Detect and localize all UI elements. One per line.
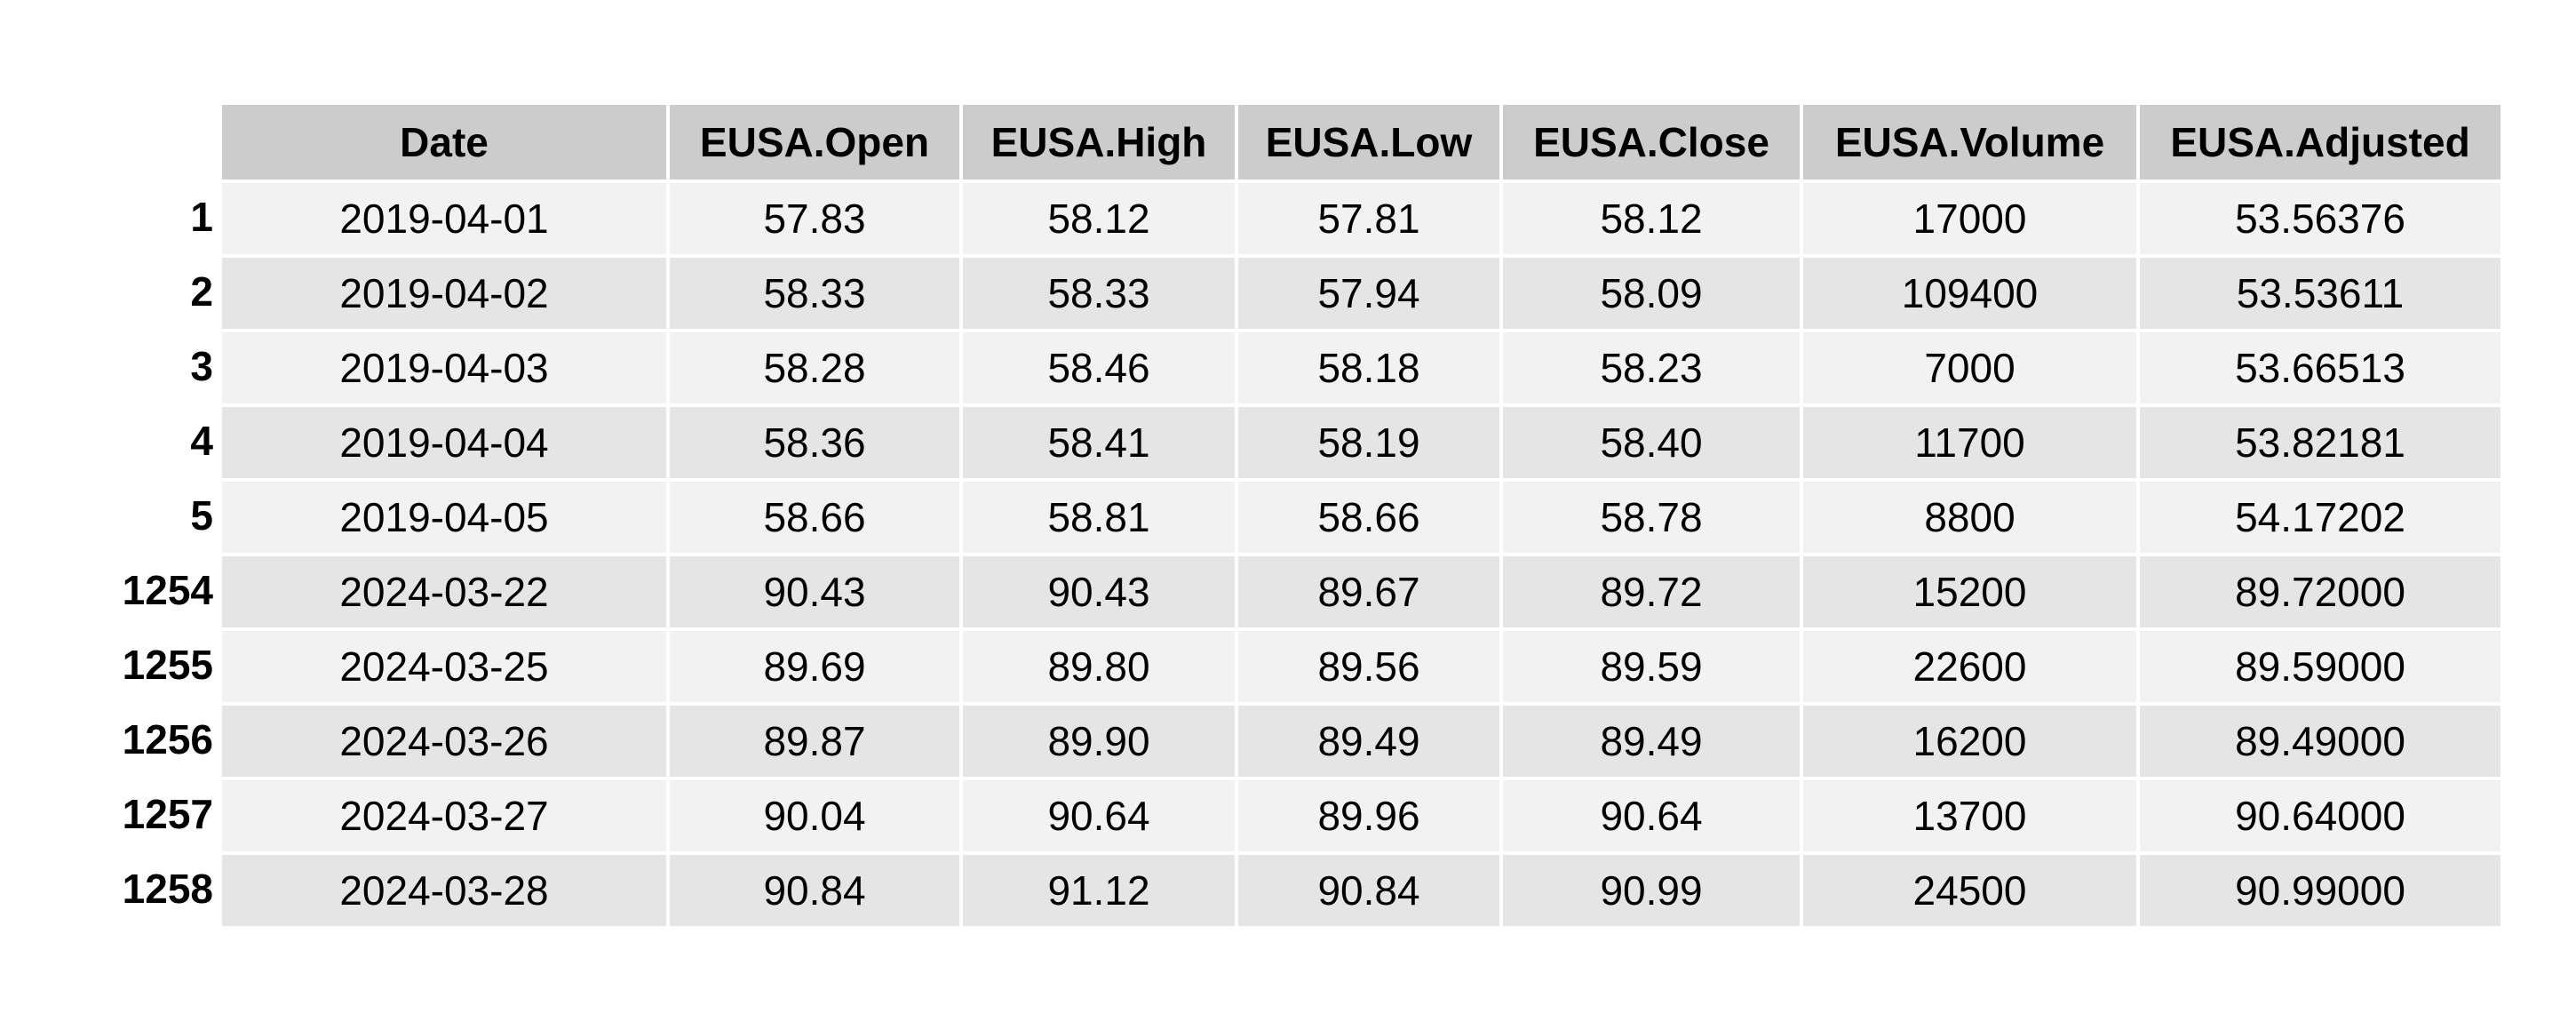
table-cell: 57.83 [670, 180, 959, 254]
table-cell: 58.23 [1503, 329, 1800, 403]
table-cell: 58.33 [670, 254, 959, 329]
table-cell: 53.66513 [2140, 329, 2500, 403]
table-cell: 53.53611 [2140, 254, 2500, 329]
table-cell: 89.69 [670, 627, 959, 702]
table-cell: 58.36 [670, 403, 959, 478]
table-cell: 89.87 [670, 702, 959, 777]
table-cell: 2019-04-01 [222, 180, 666, 254]
table-cell: 53.82181 [2140, 403, 2500, 478]
column-header: EUSA.Open [670, 105, 959, 180]
table-cell: 58.41 [963, 403, 1235, 478]
row-label: 1258 [122, 866, 213, 912]
table-cell: 58.18 [1238, 329, 1499, 403]
row-label: 2 [190, 268, 213, 315]
table-cell: 89.72 [1503, 553, 1800, 627]
column-header: EUSA.Volume [1803, 105, 2136, 180]
row-label: 1254 [122, 567, 213, 613]
table-cell: 2019-04-04 [222, 403, 666, 478]
table-cell: 2024-03-27 [222, 777, 666, 851]
table-cell: 90.64 [1503, 777, 1800, 851]
table-cell: 89.67 [1238, 553, 1499, 627]
table-cell: 89.80 [963, 627, 1235, 702]
table-cell: 58.81 [963, 478, 1235, 553]
table-cell: 15200 [1803, 553, 2136, 627]
column-header: EUSA.Close [1503, 105, 1800, 180]
row-label: 1255 [122, 642, 213, 688]
table-cell: 89.49 [1238, 702, 1499, 777]
table-cell: 22600 [1803, 627, 2136, 702]
table-cell: 58.66 [1238, 478, 1499, 553]
table-cell: 2024-03-25 [222, 627, 666, 702]
table-cell: 11700 [1803, 403, 2136, 478]
table-cell: 91.12 [963, 851, 1235, 926]
table-cell: 89.59 [1503, 627, 1800, 702]
column-header: EUSA.Adjusted [2140, 105, 2500, 180]
table-cell: 7000 [1803, 329, 2136, 403]
table-cell: 2019-04-02 [222, 254, 666, 329]
table-cell: 57.94 [1238, 254, 1499, 329]
table-cell: 2024-03-26 [222, 702, 666, 777]
column-header: EUSA.Low [1238, 105, 1499, 180]
table-cell: 90.43 [963, 553, 1235, 627]
table-cell: 89.49 [1503, 702, 1800, 777]
table-cell: 58.28 [670, 329, 959, 403]
table-cell: 17000 [1803, 180, 2136, 254]
column-header: EUSA.High [963, 105, 1235, 180]
table-cell: 2024-03-22 [222, 553, 666, 627]
table-cell: 8800 [1803, 478, 2136, 553]
table-cell: 89.90 [963, 702, 1235, 777]
table-cell: 24500 [1803, 851, 2136, 926]
table-cell: 58.40 [1503, 403, 1800, 478]
table-cell: 54.17202 [2140, 478, 2500, 553]
table-cell: 53.56376 [2140, 180, 2500, 254]
table-cell: 89.56 [1238, 627, 1499, 702]
table-cell: 89.49000 [2140, 702, 2500, 777]
table-cell: 90.43 [670, 553, 959, 627]
table-cell: 90.64 [963, 777, 1235, 851]
row-label: 3 [190, 343, 213, 389]
row-label: 1257 [122, 791, 213, 837]
table-cell: 90.99 [1503, 851, 1800, 926]
table-cell: 58.09 [1503, 254, 1800, 329]
table-cell: 16200 [1803, 702, 2136, 777]
table-cell: 89.96 [1238, 777, 1499, 851]
table-cell: 57.81 [1238, 180, 1499, 254]
column-header: Date [222, 105, 666, 180]
row-label: 4 [190, 418, 213, 464]
table-cell: 13700 [1803, 777, 2136, 851]
table-cell: 90.84 [670, 851, 959, 926]
table-cell: 89.59000 [2140, 627, 2500, 702]
table-cell: 109400 [1803, 254, 2136, 329]
table-cell: 2019-04-05 [222, 478, 666, 553]
table-cell: 2024-03-28 [222, 851, 666, 926]
table-cell: 2019-04-03 [222, 329, 666, 403]
table-cell: 90.04 [670, 777, 959, 851]
table-cell: 90.64000 [2140, 777, 2500, 851]
table-cell: 58.19 [1238, 403, 1499, 478]
table-cell: 58.12 [1503, 180, 1800, 254]
table-cell: 58.78 [1503, 478, 1800, 553]
row-label: 1256 [122, 716, 213, 763]
table-cell: 58.66 [670, 478, 959, 553]
table-cell: 90.99000 [2140, 851, 2500, 926]
row-label: 1 [190, 194, 213, 240]
table-cell: 58.12 [963, 180, 1235, 254]
table-cell: 89.72000 [2140, 553, 2500, 627]
table-cell: 90.84 [1238, 851, 1499, 926]
table-cell: 58.33 [963, 254, 1235, 329]
table-cell: 58.46 [963, 329, 1235, 403]
row-label: 5 [190, 492, 213, 539]
